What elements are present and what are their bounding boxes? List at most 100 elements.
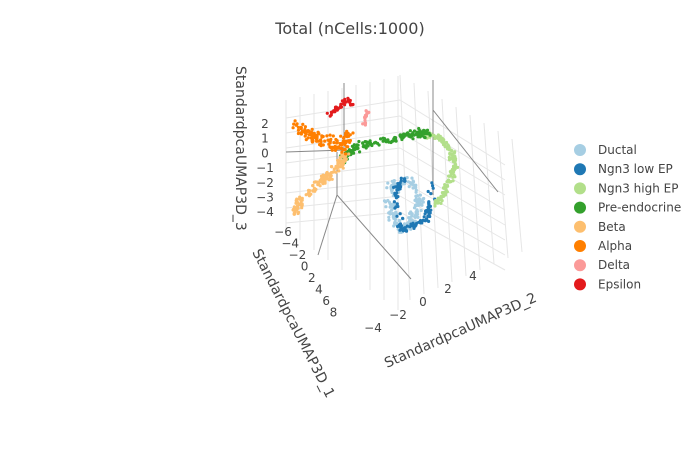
data-point[interactable] [310, 133, 314, 137]
data-point[interactable] [326, 138, 330, 142]
legend-item[interactable]: Epsilon [574, 277, 641, 291]
data-point[interactable] [303, 131, 308, 135]
data-point[interactable] [437, 138, 442, 142]
data-point[interactable] [310, 127, 314, 131]
data-point[interactable] [313, 187, 317, 192]
data-point[interactable] [418, 199, 422, 203]
data-point[interactable] [425, 128, 430, 132]
data-point[interactable] [312, 133, 316, 137]
data-point[interactable] [351, 131, 355, 135]
data-point[interactable] [301, 129, 305, 134]
data-point[interactable] [351, 102, 355, 107]
data-point[interactable] [292, 122, 296, 126]
data-point[interactable] [334, 107, 338, 111]
data-point[interactable] [357, 139, 361, 144]
data-point[interactable] [417, 220, 421, 224]
legend-item[interactable]: Ductal [574, 143, 637, 157]
data-point[interactable] [328, 141, 332, 145]
data-point[interactable] [292, 205, 296, 209]
legend-item[interactable]: Ngn3 low EP [574, 162, 673, 176]
data-point[interactable] [308, 193, 312, 197]
data-point[interactable] [298, 203, 302, 207]
legend-item[interactable]: Alpha [574, 239, 632, 253]
data-point[interactable] [451, 175, 455, 179]
data-point[interactable] [423, 136, 427, 140]
data-point[interactable] [418, 135, 422, 139]
data-point[interactable] [352, 151, 356, 155]
data-point[interactable] [388, 210, 392, 214]
data-point[interactable] [433, 204, 437, 208]
data-point[interactable] [331, 134, 335, 138]
data-point[interactable] [296, 125, 300, 129]
data-point[interactable] [429, 192, 433, 196]
data-point[interactable] [398, 222, 403, 226]
data-point[interactable] [352, 143, 356, 147]
data-point[interactable] [296, 210, 301, 214]
data-point[interactable] [398, 219, 402, 223]
data-point[interactable] [430, 181, 434, 185]
data-point[interactable] [387, 140, 391, 144]
data-point[interactable] [399, 227, 403, 231]
data-point[interactable] [325, 111, 329, 115]
data-point[interactable] [414, 183, 418, 187]
data-point[interactable] [293, 119, 297, 123]
data-point[interactable] [361, 141, 365, 145]
data-point[interactable] [311, 184, 315, 188]
data-point[interactable] [436, 196, 440, 200]
data-point[interactable] [390, 179, 394, 183]
data-point[interactable] [408, 181, 412, 185]
data-point[interactable] [410, 133, 414, 137]
data-point[interactable] [339, 134, 343, 138]
data-point[interactable] [440, 136, 444, 140]
data-point[interactable] [291, 208, 295, 212]
data-point[interactable] [428, 133, 432, 137]
data-point[interactable] [328, 175, 332, 179]
data-point[interactable] [390, 190, 394, 195]
data-point[interactable] [398, 134, 402, 138]
data-point[interactable] [391, 139, 395, 143]
data-point[interactable] [382, 199, 387, 203]
data-point[interactable] [447, 180, 451, 184]
data-point[interactable] [368, 141, 372, 145]
data-point[interactable] [401, 216, 405, 220]
data-point[interactable] [408, 217, 412, 221]
data-point[interactable] [414, 211, 418, 215]
data-point[interactable] [385, 186, 389, 190]
data-point[interactable] [417, 132, 421, 136]
data-point[interactable] [418, 193, 422, 197]
data-point[interactable] [340, 150, 344, 154]
data-point[interactable] [392, 200, 396, 204]
legend-item[interactable]: Delta [574, 258, 630, 272]
data-point[interactable] [442, 190, 447, 194]
data-point[interactable] [411, 137, 415, 141]
data-point[interactable] [439, 201, 443, 205]
data-point[interactable] [434, 201, 438, 205]
data-point[interactable] [451, 159, 455, 164]
data-point[interactable] [408, 129, 412, 133]
data-point[interactable] [341, 158, 345, 162]
data-point[interactable] [394, 138, 398, 142]
data-point[interactable] [403, 179, 407, 183]
data-point[interactable] [387, 215, 391, 219]
data-point[interactable] [312, 180, 316, 184]
data-point[interactable] [316, 130, 320, 134]
data-point[interactable] [442, 139, 446, 143]
data-point[interactable] [433, 135, 437, 139]
data-point[interactable] [337, 169, 341, 173]
data-point[interactable] [392, 185, 396, 189]
data-point[interactable] [319, 144, 323, 148]
data-point[interactable] [295, 200, 300, 205]
data-point[interactable] [427, 213, 431, 217]
data-point[interactable] [445, 183, 449, 187]
data-point[interactable] [296, 128, 300, 132]
data-point[interactable] [347, 152, 351, 156]
data-point[interactable] [341, 166, 345, 170]
data-point[interactable] [296, 131, 300, 136]
data-point[interactable] [440, 194, 444, 198]
data-point[interactable] [344, 152, 348, 156]
data-point[interactable] [398, 212, 402, 216]
data-point[interactable] [426, 205, 430, 209]
data-point[interactable] [388, 205, 392, 209]
data-point[interactable] [416, 215, 420, 219]
data-point[interactable] [394, 217, 398, 221]
